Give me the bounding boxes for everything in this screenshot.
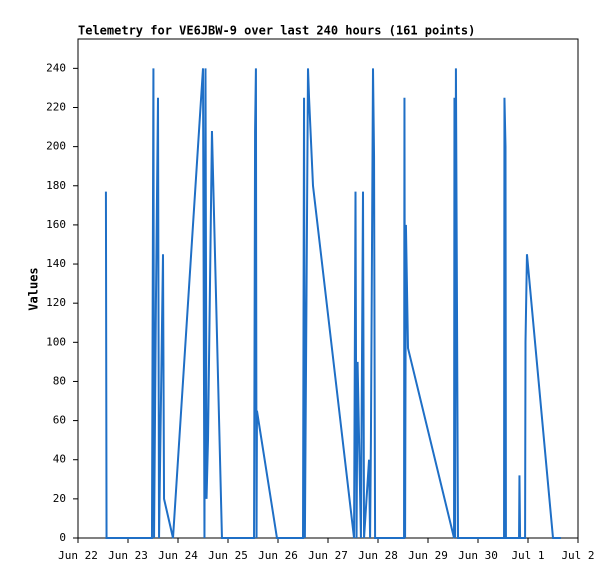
- x-tick-label: Jun 22: [58, 549, 98, 562]
- data-line: [104, 68, 561, 539]
- y-tick-label: 180: [46, 179, 66, 192]
- x-tick-label: Jun 30: [458, 549, 498, 562]
- x-tick-label: Jun 26: [258, 549, 298, 562]
- y-axis-label: Values: [27, 267, 41, 310]
- y-tick-label: 240: [46, 61, 66, 74]
- x-tick-label: Jul 1: [511, 549, 544, 562]
- y-tick-label: 80: [53, 374, 66, 387]
- x-tick-label: Jun 27: [308, 549, 348, 562]
- y-tick-label: 100: [46, 335, 66, 348]
- x-tick-label: Jun 25: [208, 549, 248, 562]
- y-tick-label: 200: [46, 140, 66, 153]
- x-tick-label: Jun 24: [158, 549, 198, 562]
- y-tick-label: 0: [59, 531, 66, 544]
- y-tick-label: 160: [46, 218, 66, 231]
- x-tick-label: Jun 28: [358, 549, 398, 562]
- x-tick-label: Jul 2: [561, 549, 594, 562]
- chart-title: Telemetry for VE6JBW-9 over last 240 hou…: [78, 24, 475, 38]
- y-tick-label: 120: [46, 296, 66, 309]
- y-tick-label: 220: [46, 100, 66, 113]
- y-tick-label: 60: [53, 414, 66, 427]
- y-tick-label: 20: [53, 492, 66, 505]
- y-tick-label: 40: [53, 453, 66, 466]
- y-tick-label: 140: [46, 257, 66, 270]
- x-tick-label: Jun 29: [408, 549, 448, 562]
- x-tick-label: Jun 23: [108, 549, 148, 562]
